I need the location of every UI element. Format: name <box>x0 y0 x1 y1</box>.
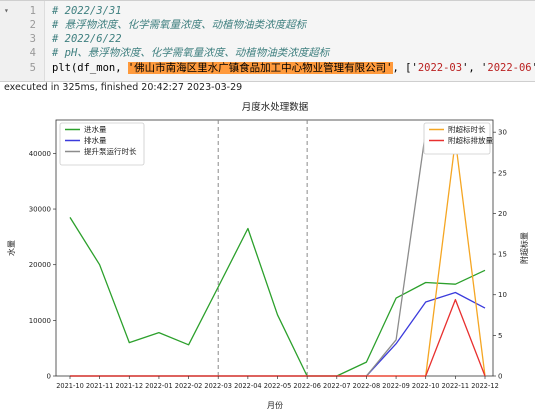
code-line: 3 # 2022/6/22 <box>0 32 535 46</box>
y-left-tick-label: 10000 <box>29 317 51 325</box>
code-string: 2022-03 <box>417 62 463 74</box>
series-layer <box>69 128 486 377</box>
legend-label: 排水量 <box>84 135 107 145</box>
highlighted-string: '佛山市南海区里水广镇食品加工中心物业管理有限公司' <box>127 62 393 74</box>
code-comment: # pH、悬浮物浓度、化学需氧量浓度、动植物油类浓度超标 <box>52 47 330 59</box>
y-right-tick-label: 5 <box>498 332 502 340</box>
x-tick-label: 2022-03 <box>204 382 232 390</box>
x-tick-label: 2022-10 <box>412 382 440 390</box>
y-right-label: 附超标量 <box>519 232 529 264</box>
code-statement[interactable]: plt(df_mon, '佛山市南海区里水广镇食品加工中心物业管理有限公司', … <box>52 61 535 75</box>
x-tick-label: 2022-07 <box>323 382 351 390</box>
code-line: 5 plt(df_mon, '佛山市南海区里水广镇食品加工中心物业管理有限公司'… <box>0 61 535 75</box>
x-tick-label: 2022-11 <box>442 382 470 390</box>
code-comment: # 悬浮物浓度、化学需氧量浓度、动植物油类浓度超标 <box>52 19 307 31</box>
x-tick-label: 2021-11 <box>86 382 114 390</box>
line-number: 1 <box>29 5 36 17</box>
line-number: 2 <box>29 19 36 31</box>
x-tick-label: 2022-08 <box>353 382 381 390</box>
series-line <box>70 139 486 377</box>
code-cell[interactable]: ▾ 1 # 2022/3/31 2 # 悬浮物浓度、化学需氧量浓度、动植物油类浓… <box>0 0 535 82</box>
x-tick-label: 2022-01 <box>145 382 173 390</box>
execution-status: executed in 325ms, finished 20:42:27 202… <box>4 82 243 93</box>
x-tick-label: 2022-05 <box>264 382 292 390</box>
y-left-tick-label: 20000 <box>29 261 51 269</box>
code-string: 2022-06 <box>487 62 532 74</box>
y-right-tick-label: 30 <box>498 129 507 137</box>
legend-label: 进水量 <box>84 124 107 134</box>
code-comment: # 2022/3/31 <box>52 5 122 17</box>
code-comment: # 2022/6/22 <box>52 33 122 45</box>
y-right-tick-label: 10 <box>498 291 507 299</box>
y-left-tick-label: 30000 <box>29 206 51 214</box>
x-tick-label: 2022-04 <box>234 382 262 390</box>
x-axis-label: 月份 <box>267 400 283 410</box>
code-line: 4 # pH、悬浮物浓度、化学需氧量浓度、动植物油类浓度超标 <box>0 46 535 60</box>
line-gutter <box>0 1 45 81</box>
axes-layer: 2021-10 2021-11 2021-12 2022-01 2022-02 2022-… <box>29 129 507 390</box>
legend-label: 附超标时长 <box>448 124 486 134</box>
x-tick-label: 2021-10 <box>56 382 84 390</box>
marker-lines <box>217 120 308 376</box>
x-tick-label: 2022-06 <box>293 382 321 390</box>
legend-box <box>423 122 491 155</box>
series-line <box>70 298 486 377</box>
x-tick-label: 2022-12 <box>471 382 499 390</box>
y-right-tick-label: 0 <box>498 373 502 381</box>
line-number: 4 <box>29 47 36 59</box>
code-punct: ', ' <box>462 62 488 74</box>
code-punct: ']) <box>532 62 535 74</box>
y-right-tick-label: 25 <box>498 169 507 177</box>
monthly-water-chart: 月度水处理数据 2021-10 2021-11 2021-12 2022-01 2022… <box>6 101 529 410</box>
y-right-tick-label: 15 <box>498 251 507 259</box>
chart-title: 月度水处理数据 <box>242 101 309 113</box>
x-tick-label: 2021-12 <box>116 382 144 390</box>
series-line <box>70 128 486 377</box>
code-call: plt(df_mon, <box>52 62 128 74</box>
series-line <box>69 217 486 377</box>
legend-label: 附超标排放量 <box>448 135 493 145</box>
x-tick-label: 2022-02 <box>175 382 203 390</box>
line-number: 3 <box>29 33 36 45</box>
line-number: 5 <box>29 62 36 74</box>
code-punct: , [' <box>392 62 418 74</box>
code-line: 2 # 悬浮物浓度、化学需氧量浓度、动植物油类浓度超标 <box>0 18 535 32</box>
x-tick-label: 2022-09 <box>382 382 410 390</box>
code-line: ▾ 1 # 2022/3/31 <box>0 4 535 18</box>
y-left-tick-label: 40000 <box>29 150 51 158</box>
collapse-arrow-icon[interactable]: ▾ <box>4 6 9 15</box>
y-left-tick-label: 0 <box>47 373 51 381</box>
legend-label: 提升泵运行时长 <box>84 146 137 156</box>
legend-box <box>59 122 145 166</box>
y-right-tick-label: 20 <box>498 210 507 218</box>
y-left-label: 水量 <box>6 240 16 256</box>
series-line <box>70 291 486 377</box>
